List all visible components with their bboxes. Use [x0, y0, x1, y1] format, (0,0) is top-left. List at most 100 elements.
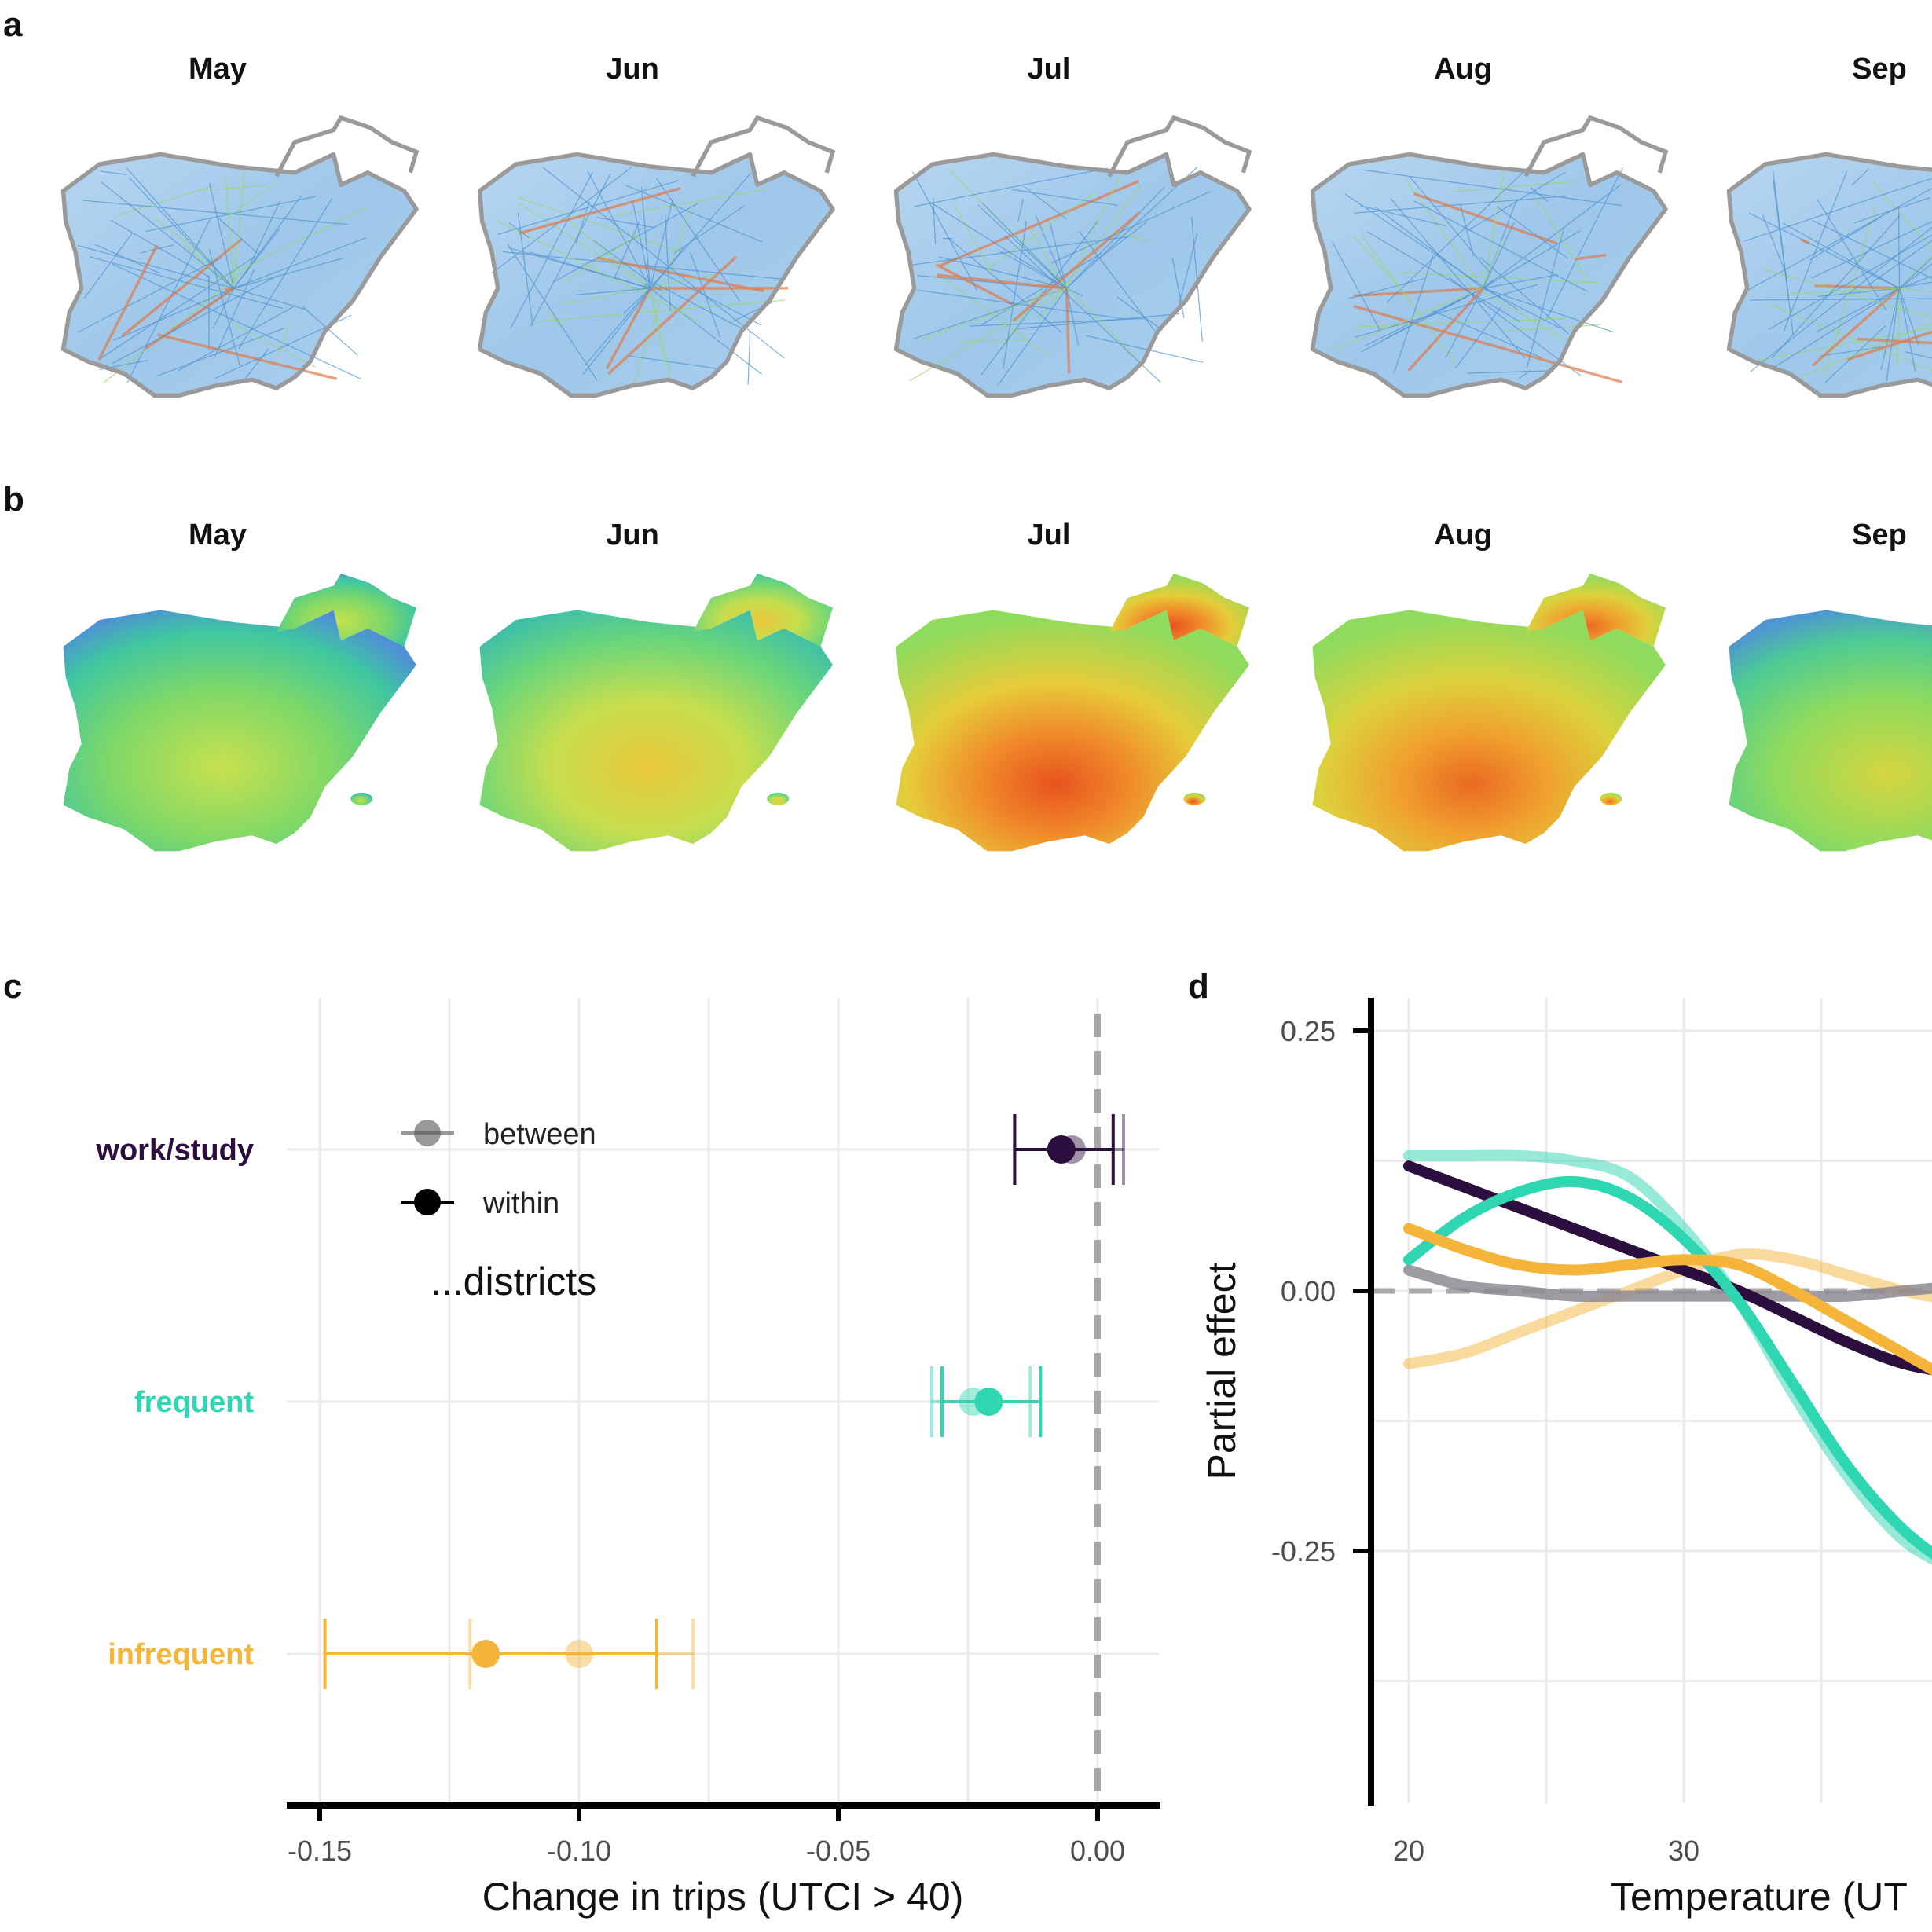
c-x-tick-label: -0.15	[288, 1835, 352, 1867]
a-network-link	[984, 192, 1095, 271]
b-month-label: Jun	[606, 519, 659, 552]
a-network-link	[959, 339, 1025, 342]
panel-letter-b: b	[3, 480, 24, 519]
a-network-link	[1742, 187, 1932, 294]
a-network-link	[121, 237, 244, 337]
a-network-link	[225, 178, 235, 289]
legend-between-marker	[414, 1120, 441, 1146]
a-network-link	[1904, 350, 1932, 359]
a-network-link	[181, 243, 234, 289]
a-network-link	[596, 217, 656, 229]
a-network-link	[640, 186, 651, 289]
a-network-link	[1367, 231, 1521, 323]
a-network-link	[245, 200, 280, 274]
a-network-link	[90, 256, 284, 310]
a-network-link	[1759, 327, 1932, 361]
a-network-link	[97, 244, 159, 361]
b-islands	[1600, 793, 1622, 805]
a-network-link	[649, 197, 674, 289]
a-network-link	[1899, 275, 1932, 289]
a-network-link	[1362, 169, 1622, 207]
a-network-link	[1482, 240, 1502, 289]
d-y-tick-label: 0.25	[1281, 1015, 1336, 1047]
a-network-link	[623, 288, 651, 314]
a-network-link	[233, 237, 367, 289]
a-network-map	[64, 118, 417, 395]
a-network-link	[1035, 215, 1068, 289]
a-network-link	[673, 205, 746, 254]
a-network-link	[644, 263, 761, 325]
a-network-link	[157, 333, 338, 380]
a-network-link	[625, 185, 763, 243]
a-network-link	[936, 273, 1067, 290]
d-x-tick-label: 30	[1668, 1835, 1699, 1867]
d-series-line	[1403, 1175, 1932, 1560]
a-network-link	[587, 170, 651, 289]
a-network-link	[665, 214, 671, 312]
a-network-link	[1899, 263, 1932, 289]
a-network-link	[1872, 181, 1932, 249]
a-network-link	[240, 348, 269, 384]
a-network-link	[1880, 288, 1901, 371]
a-network-link	[497, 179, 680, 236]
a-network-link	[633, 200, 693, 384]
a-network-link	[1768, 303, 1932, 372]
a-network-link	[1360, 288, 1483, 353]
a-network-link	[1847, 330, 1932, 361]
a-network-link	[1499, 324, 1601, 332]
a-network-link	[650, 288, 763, 375]
b-heat-map-ne	[1525, 574, 1666, 647]
a-network-link	[1079, 231, 1156, 332]
a-network-link	[1868, 240, 1932, 286]
a-network-link	[1003, 221, 1028, 369]
c-x-axis-title: Change in trips (UTCI > 40)	[482, 1875, 964, 1919]
a-network-link	[911, 171, 978, 291]
a-network-link	[208, 249, 240, 365]
a-network-link	[302, 306, 358, 356]
a-network-link	[632, 200, 651, 289]
c-category-label: frequent	[134, 1386, 254, 1419]
d-series-line	[1403, 1149, 1932, 1565]
a-network-link	[1467, 171, 1567, 232]
a-network-link	[1899, 257, 1932, 289]
a-network-link	[1820, 346, 1887, 357]
a-network-link	[1897, 207, 1901, 289]
c-plot-area: work/study frequent infrequent	[95, 1014, 1125, 1803]
a-network-link	[238, 198, 333, 350]
a-network-link	[100, 170, 127, 176]
legend-title: ...districts	[431, 1259, 596, 1303]
a-network-link	[1028, 228, 1068, 289]
a-network-link	[1483, 288, 1615, 333]
a-network-link	[145, 196, 317, 233]
c-x-axis: -0.15 -0.10 -0.05 0.00	[287, 1802, 1160, 1867]
a-network-link	[1003, 235, 1161, 383]
d-plot-area	[1371, 1149, 1932, 1565]
a-network-link	[614, 221, 640, 279]
c-point	[471, 1640, 500, 1668]
a-network-link	[1811, 221, 1932, 279]
a-network-link	[1095, 222, 1147, 262]
a-network-link	[518, 187, 681, 235]
a-network-link	[1393, 255, 1434, 374]
b-heat-map	[1729, 610, 1932, 852]
a-network-link	[502, 251, 784, 280]
a-network-link	[155, 218, 214, 264]
a-network-link	[649, 288, 666, 368]
d-x-axis-title: Temperature (UT	[1611, 1875, 1908, 1919]
a-network-link	[1812, 220, 1932, 280]
a-month-label: Aug	[1434, 53, 1492, 86]
a-network-link	[276, 319, 291, 357]
a-network-map	[1313, 118, 1666, 395]
panel-letter-a: a	[3, 5, 23, 44]
a-network-link	[999, 251, 1067, 289]
a-network-link	[566, 219, 651, 289]
a-network-link	[1857, 337, 1932, 345]
a-network-link	[1479, 256, 1570, 335]
d-gridlines	[1371, 998, 1932, 1803]
a-network-link	[110, 219, 211, 278]
a-network-link	[952, 203, 993, 274]
a-network-link	[1816, 288, 1900, 333]
a-network-link	[981, 253, 1102, 326]
c-category-label: work/study	[95, 1134, 254, 1167]
a-network-link	[655, 178, 741, 302]
